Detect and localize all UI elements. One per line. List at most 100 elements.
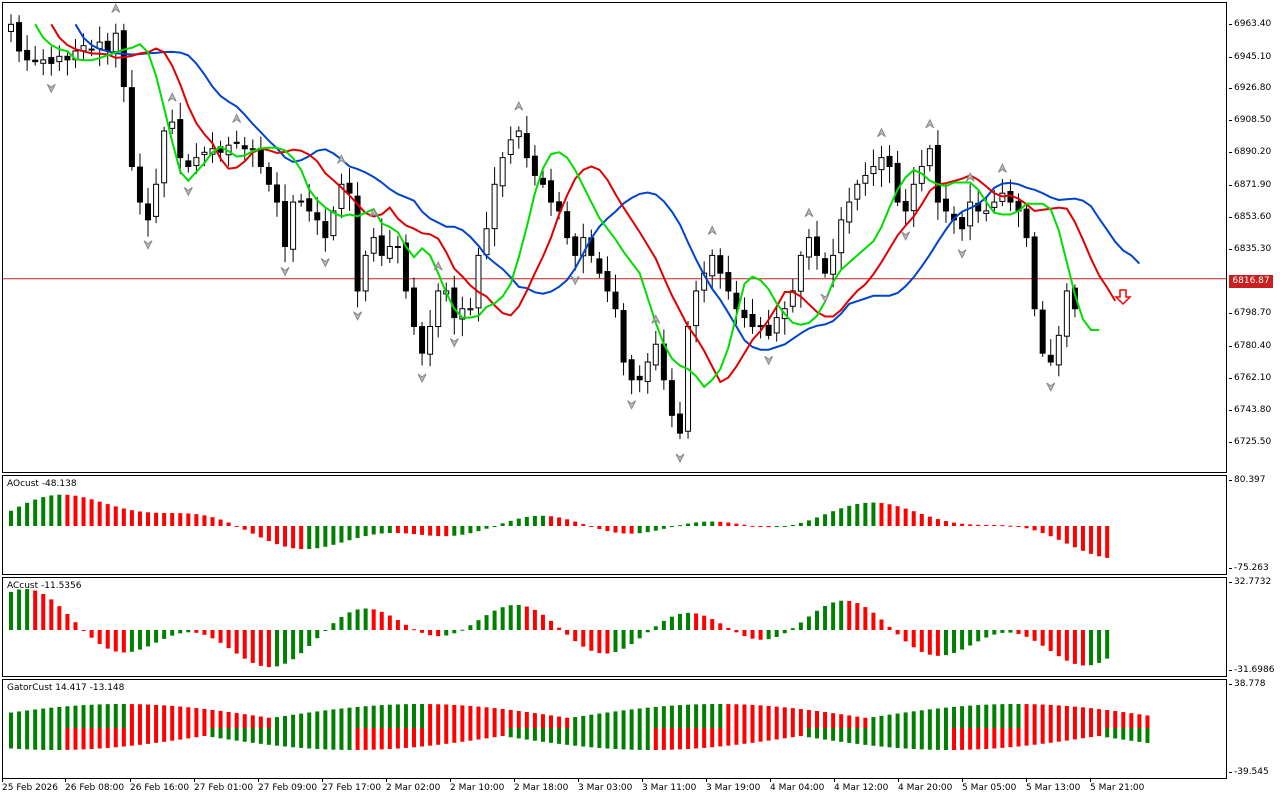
ac-bar	[113, 630, 118, 652]
ac-bar	[379, 611, 384, 630]
candle	[411, 277, 417, 335]
candle	[668, 368, 675, 428]
time-axis: 25 Feb 2026 26 Feb 08:00 26 Feb 16:00 27…	[0, 779, 1280, 800]
bull-candle-body	[685, 325, 692, 432]
candle	[918, 149, 925, 192]
gator-lower-bar	[871, 728, 876, 746]
gator-upper-bar	[669, 705, 674, 728]
alligator-lips-line	[34, 23, 1100, 389]
gator-upper-bar	[1080, 707, 1085, 728]
bear-candle-body	[1031, 236, 1038, 310]
ac-bar	[847, 600, 852, 630]
gator-indicator-pane[interactable]: GatorCust 14.417 -13.148	[2, 679, 1227, 779]
gator-upper-bar	[412, 704, 416, 728]
fractal-down-icon	[280, 266, 290, 277]
gator-lower-bar	[129, 728, 134, 746]
ac-bar	[57, 606, 62, 630]
bull-candle-body	[1055, 334, 1062, 366]
bull-candle-body	[878, 157, 885, 171]
gator-lower-bar	[428, 728, 433, 746]
ac-bar	[927, 630, 932, 655]
gator-upper-bar	[887, 714, 892, 728]
candle	[1071, 284, 1078, 318]
gator-upper-bar	[250, 715, 255, 728]
bear-candle-body	[604, 271, 611, 292]
bear-candle-body	[942, 198, 949, 212]
bull-candle-body	[338, 183, 345, 209]
candle	[781, 301, 788, 335]
gator-lower-bar	[283, 728, 288, 747]
fractal-down-icon	[353, 311, 363, 321]
fractal-down-icon	[183, 187, 193, 197]
ao-bar	[1032, 526, 1037, 531]
bear-candle-body	[120, 30, 127, 88]
gator-lower-bar	[17, 728, 22, 749]
gator-upper-bar	[17, 711, 22, 728]
ao-bar	[573, 521, 578, 526]
ac-bar	[274, 630, 279, 667]
ac-bar	[694, 613, 699, 630]
fractal-down-icon	[449, 338, 459, 348]
fractal-down-icon	[320, 258, 330, 268]
ac-bar	[871, 612, 876, 630]
bear-candle-body	[902, 201, 909, 212]
ac-bar	[1024, 630, 1029, 637]
ac-bar	[629, 630, 634, 645]
gator-lower-bar	[952, 728, 957, 750]
ac-bar	[234, 630, 239, 654]
bear-candle-body	[628, 359, 635, 381]
bull-candle-body	[983, 210, 990, 214]
bull-candle-body	[926, 148, 933, 167]
gator-upper-bar	[968, 705, 973, 728]
gator-lower-bar	[500, 728, 505, 737]
candle	[749, 298, 756, 334]
ao-bar	[895, 506, 900, 526]
ac-bar	[500, 607, 505, 630]
ao-bar	[484, 526, 489, 529]
gator-lower-bar	[992, 728, 997, 749]
gator-upper-bar	[420, 704, 425, 728]
gator-upper-bar	[806, 709, 811, 728]
candle	[193, 143, 200, 175]
ac-bar	[307, 630, 312, 646]
price-chart-canvas[interactable]	[3, 3, 1227, 473]
candle	[16, 15, 23, 62]
gator-upper-bar	[1121, 712, 1126, 728]
ac-bar	[283, 630, 288, 664]
gator-lower-bar	[927, 728, 932, 750]
gator-upper-bar	[242, 714, 247, 728]
ac-bar	[540, 614, 545, 630]
ac-indicator-pane[interactable]: ACcust -11.5356	[2, 577, 1227, 677]
ao-bar	[653, 526, 658, 531]
gator-upper-bar	[540, 714, 545, 728]
bear-candle-body	[378, 235, 385, 256]
ac-bar	[41, 594, 46, 630]
ao-indicator-pane[interactable]: AOcust -48.138	[2, 475, 1227, 575]
ao-bar	[726, 522, 731, 526]
fractal-down-icon	[417, 373, 427, 384]
bear-candle-body	[64, 55, 71, 61]
gator-lower-bar	[1137, 728, 1142, 742]
ac-bar	[210, 630, 215, 639]
ac-scale: 32.7732 -31.6986	[1228, 577, 1280, 677]
candle	[64, 52, 71, 76]
ao-bar	[629, 526, 634, 534]
time-label: 3 Mar 11:00	[642, 779, 697, 793]
bull-candle-body	[1063, 290, 1070, 337]
gator-upper-bar	[895, 713, 900, 728]
ac-bar	[911, 630, 916, 648]
candle	[814, 220, 820, 270]
price-chart[interactable]	[2, 2, 1227, 473]
ac-bar	[815, 610, 819, 630]
gator-upper-bar	[339, 708, 344, 728]
candle	[419, 321, 426, 366]
ac-bar	[49, 599, 54, 630]
bull-candle-body	[475, 254, 482, 309]
time-label: 5 Mar 05:00	[962, 779, 1017, 793]
bull-candle-body	[483, 228, 490, 256]
fractal-down-icon	[957, 249, 967, 259]
bear-candle-body	[676, 413, 683, 434]
gator-lower-bar	[524, 728, 529, 740]
time-label: 5 Mar 21:00	[1090, 779, 1145, 793]
price-tick: 6871.90	[1228, 180, 1272, 190]
